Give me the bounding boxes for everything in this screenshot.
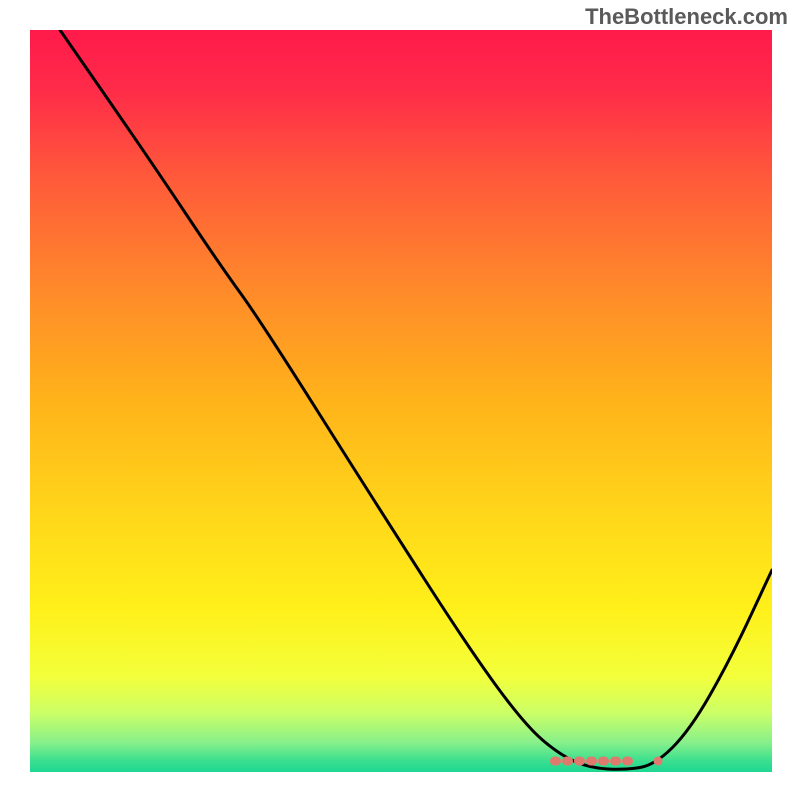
marker-dash: [598, 757, 609, 766]
marker-dot: [654, 757, 663, 766]
watermark-text: TheBottleneck.com: [585, 4, 788, 30]
marker-dash: [562, 757, 573, 766]
marker-dash: [622, 757, 633, 766]
marker-dash: [586, 757, 597, 766]
marker-dash: [550, 757, 561, 766]
marker-dash: [610, 757, 621, 766]
gradient-background: [30, 30, 772, 772]
chart-svg: [30, 30, 772, 772]
bottleneck-chart: [30, 30, 772, 772]
marker-dash: [574, 757, 585, 766]
